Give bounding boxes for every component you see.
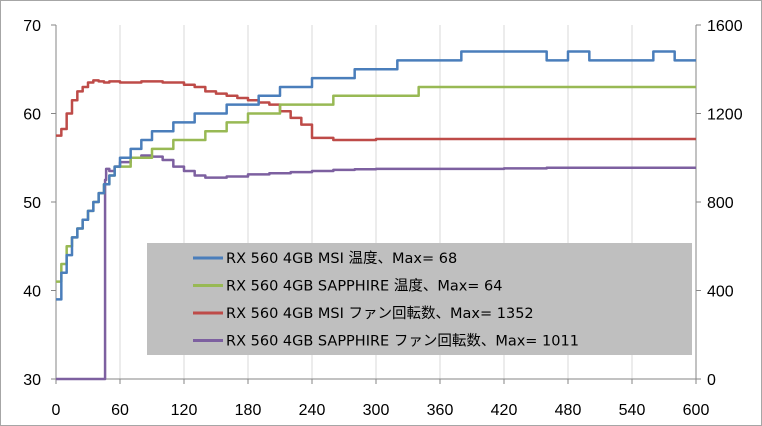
y2-tick-label: 0 (707, 372, 716, 389)
x-tick-label: 480 (555, 402, 582, 419)
y-tick-label: 70 (23, 18, 41, 35)
x-tick-label: 120 (171, 402, 198, 419)
x-tick-label: 240 (299, 402, 326, 419)
y-tick-label: 50 (23, 195, 41, 212)
x-tick-label: 540 (619, 402, 646, 419)
x-tick-label: 180 (235, 402, 262, 419)
x-tick-label: 0 (52, 402, 61, 419)
x-tick-label: 600 (683, 402, 710, 419)
series-line-3 (56, 79, 696, 142)
x-tick-label: 60 (111, 402, 129, 419)
x-tick-label: 420 (491, 402, 518, 419)
y2-tick-label: 800 (707, 195, 734, 212)
legend-label: RX 560 4GB MSI 温度、Max= 68 (226, 250, 457, 267)
x-tick-label: 300 (363, 402, 390, 419)
y-tick-label: 40 (23, 284, 41, 301)
series-line-1 (56, 50, 696, 301)
legend-box (147, 243, 692, 355)
legend-label: RX 560 4GB SAPPHIRE ファン回転数、Max= 1011 (226, 333, 579, 350)
legend-label: RX 560 4GB SAPPHIRE 温度、Max= 64 (226, 278, 503, 295)
y-tick-label: 30 (23, 372, 41, 389)
series-line-4 (56, 154, 696, 381)
x-tick-label: 360 (427, 402, 454, 419)
y2-tick-label: 1600 (707, 18, 743, 35)
y2-tick-label: 1200 (707, 107, 743, 124)
y2-tick-label: 400 (707, 284, 734, 301)
y-tick-label: 60 (23, 107, 41, 124)
legend-label: RX 560 4GB MSI ファン回転数、Max= 1352 (226, 305, 534, 322)
